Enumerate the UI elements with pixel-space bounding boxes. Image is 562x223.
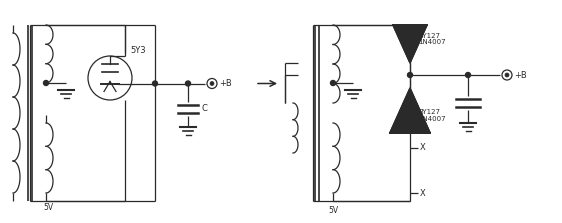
Text: X: X	[420, 143, 426, 153]
Text: X: X	[420, 188, 426, 198]
Text: BY127
1N4007: BY127 1N4007	[418, 33, 446, 45]
Polygon shape	[393, 25, 427, 63]
Text: 5V: 5V	[43, 203, 53, 212]
Circle shape	[465, 72, 470, 78]
Circle shape	[152, 81, 157, 86]
Circle shape	[407, 72, 413, 78]
Text: C: C	[202, 104, 208, 113]
Text: 5V: 5V	[328, 206, 338, 215]
Text: +B: +B	[219, 79, 232, 88]
Circle shape	[330, 81, 336, 85]
Circle shape	[505, 73, 509, 77]
Circle shape	[210, 81, 214, 85]
Text: 5Y3: 5Y3	[130, 46, 146, 55]
Polygon shape	[390, 88, 430, 133]
Circle shape	[43, 81, 48, 85]
Text: BY127
1N4007: BY127 1N4007	[418, 109, 446, 122]
Text: +B: +B	[514, 70, 527, 80]
Circle shape	[185, 81, 191, 86]
